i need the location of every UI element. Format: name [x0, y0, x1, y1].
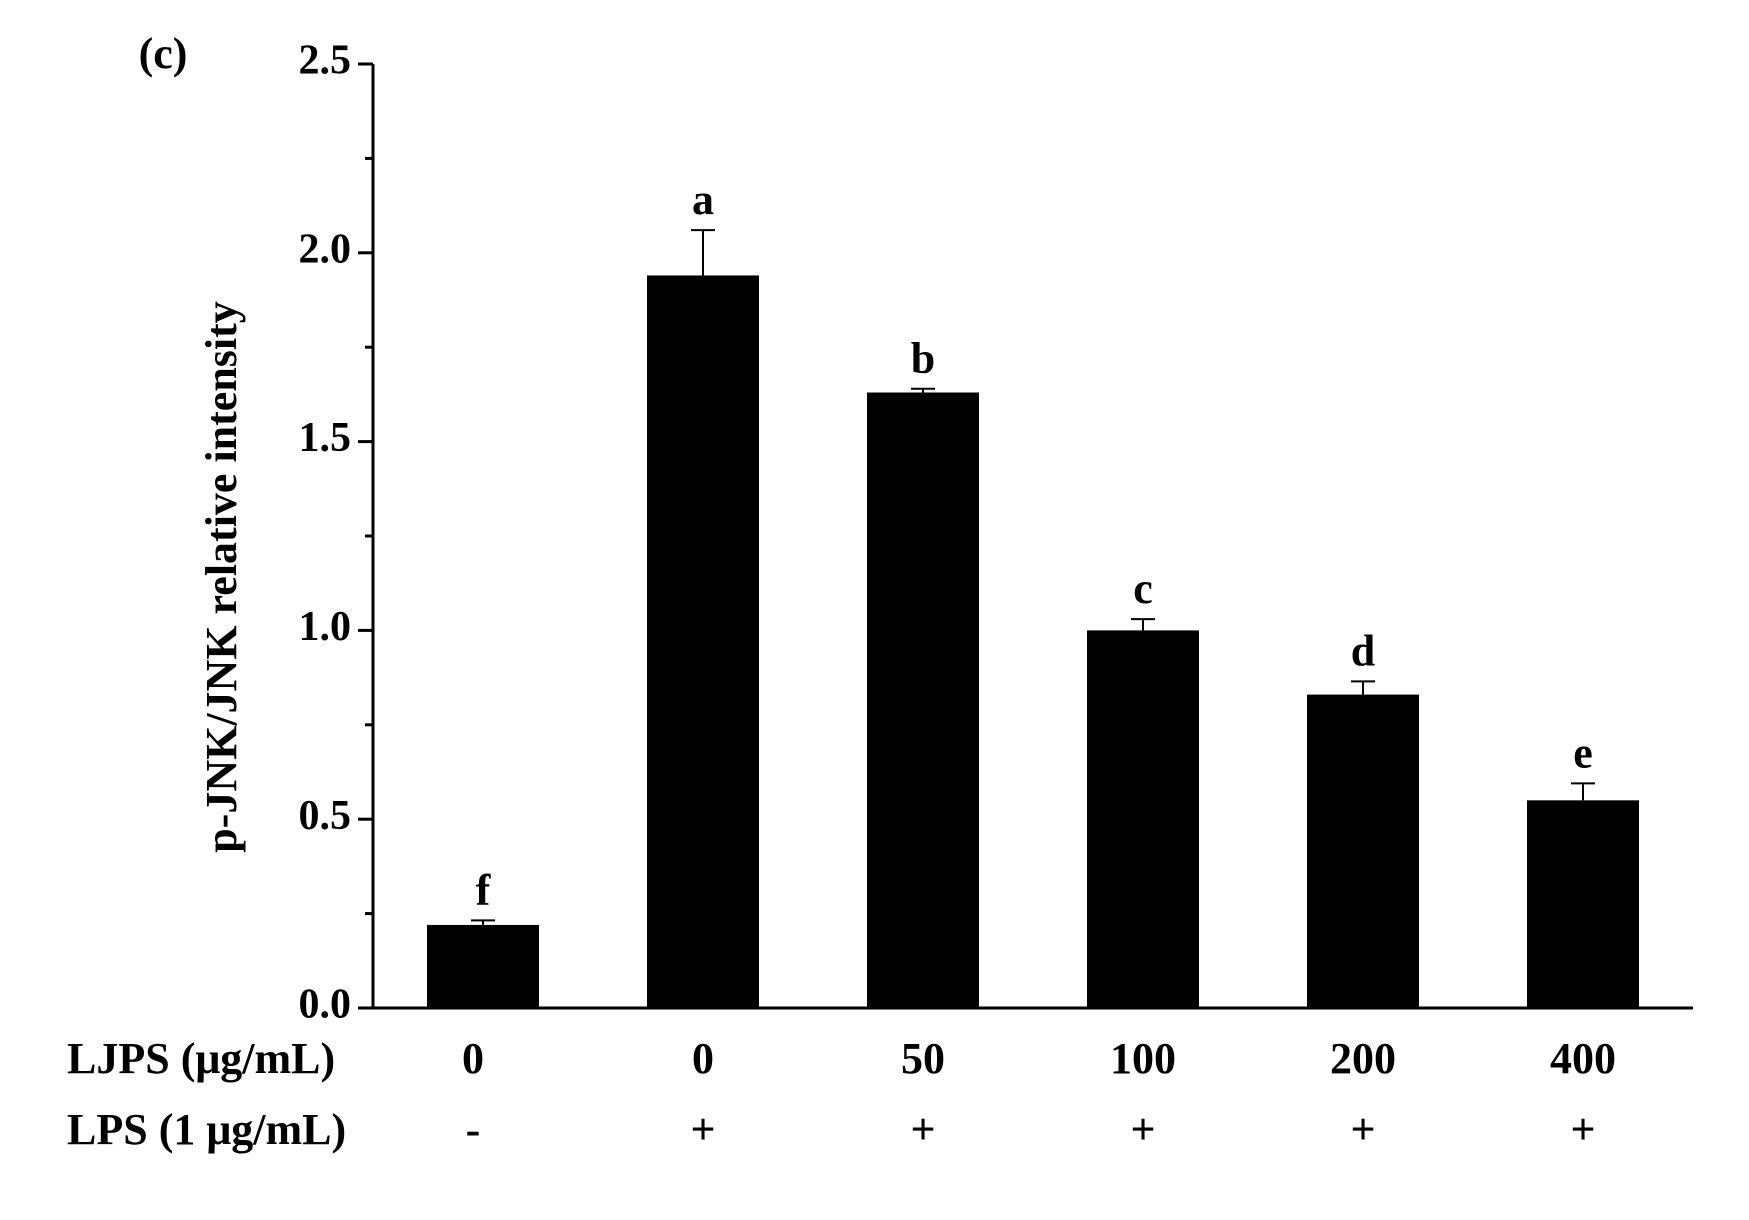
y-tick-label: 2.5: [299, 38, 352, 84]
row-label: LJPS (μg/mL): [67, 1034, 335, 1083]
x-tick-label: 200: [1330, 1034, 1396, 1083]
data-label: a: [692, 175, 714, 224]
y-tick-label: 1.0: [299, 604, 352, 650]
x-tick-label: +: [690, 1105, 715, 1154]
x-tick-label: +: [1130, 1105, 1155, 1154]
bar: [1527, 800, 1639, 1008]
data-label: e: [1573, 728, 1593, 777]
x-tick-label: 0: [462, 1034, 484, 1083]
y-tick-label: 2.0: [299, 226, 352, 272]
y-axis-title: p-JNK/JNK relative intensity: [197, 301, 246, 853]
x-tick-label: 400: [1550, 1034, 1616, 1083]
bar: [427, 924, 539, 1008]
x-tick-label: +: [1570, 1105, 1595, 1154]
bar: [1307, 694, 1419, 1008]
y-tick-label: 0.5: [299, 793, 352, 839]
data-label: c: [1133, 564, 1153, 613]
x-tick-label: -: [466, 1105, 481, 1154]
bar: [1087, 630, 1199, 1008]
data-label: d: [1351, 626, 1375, 675]
panel-label: (c): [139, 29, 188, 78]
x-tick-label: 0: [692, 1034, 714, 1083]
x-tick-label: 50: [901, 1034, 945, 1083]
x-tick-label: +: [910, 1105, 935, 1154]
data-label: b: [911, 334, 935, 383]
bar: [647, 275, 759, 1008]
bar: [867, 392, 979, 1009]
row-label: LPS (1 μg/mL): [67, 1105, 346, 1154]
x-tick-label: +: [1350, 1105, 1375, 1154]
x-tick-label: 100: [1110, 1034, 1176, 1083]
y-tick-label: 1.5: [299, 415, 352, 461]
y-tick-label: 0.0: [299, 982, 352, 1028]
data-label: f: [476, 865, 492, 914]
